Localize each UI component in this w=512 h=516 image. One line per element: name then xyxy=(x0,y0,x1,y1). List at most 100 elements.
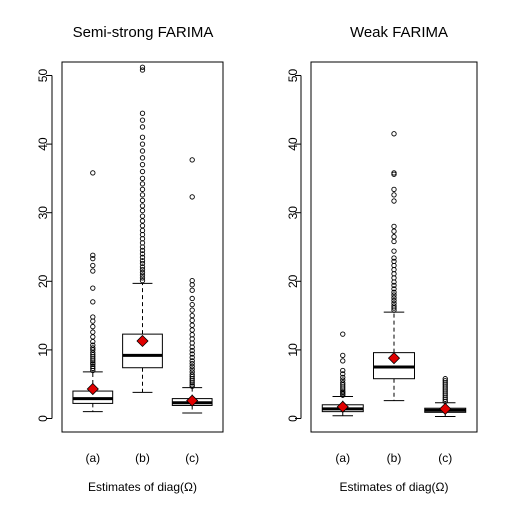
outlier-point xyxy=(139,254,146,260)
y-tick-label: 10 xyxy=(286,343,300,357)
outlier-point xyxy=(189,322,195,328)
outlier-point xyxy=(189,307,195,313)
outlier-point xyxy=(391,238,397,245)
outlier-point xyxy=(139,64,146,70)
outlier-point xyxy=(391,186,397,193)
outlier-point xyxy=(340,331,346,337)
outlier-point xyxy=(391,198,397,204)
outlier-point xyxy=(391,234,397,240)
outlier-point xyxy=(189,301,195,308)
outlier-point xyxy=(340,371,346,377)
outlier-point xyxy=(90,363,96,370)
outlier-point xyxy=(139,162,146,168)
outlier-point xyxy=(340,358,346,364)
outlier-point xyxy=(90,262,96,269)
mean-marker xyxy=(186,394,199,407)
outlier-point xyxy=(189,371,195,378)
outlier-point xyxy=(139,269,146,276)
outlier-point xyxy=(90,342,96,348)
x-tick-label: (b) xyxy=(135,451,150,465)
mean-marker xyxy=(387,352,401,365)
outlier-point xyxy=(442,376,448,382)
outlier-point xyxy=(391,282,397,289)
outlier-point xyxy=(391,292,397,298)
mean-marker xyxy=(336,400,349,413)
x-tick-label: (c) xyxy=(185,451,199,465)
outlier-point xyxy=(391,248,397,254)
outlier-point xyxy=(139,148,146,154)
outlier-point xyxy=(139,141,146,147)
outlier-point xyxy=(189,347,195,354)
box-2 xyxy=(122,64,163,393)
outlier-point xyxy=(189,366,195,372)
outlier-point xyxy=(189,157,195,163)
outlier-point xyxy=(340,374,346,380)
outlier-point xyxy=(340,380,346,386)
box-3 xyxy=(424,376,467,417)
outlier-point xyxy=(139,175,146,182)
outlier-point xyxy=(139,197,146,204)
y-tick-label: 20 xyxy=(286,274,300,288)
outlier-point xyxy=(391,258,397,265)
outlier-point xyxy=(90,252,96,258)
outlier-point xyxy=(189,317,195,324)
outlier-point xyxy=(391,300,397,306)
plot-frame xyxy=(310,61,478,433)
outlier-point xyxy=(139,186,146,193)
x-tick-label: (a) xyxy=(335,451,350,465)
outlier-point xyxy=(391,286,397,292)
outlier-point xyxy=(189,358,195,364)
chart-title: Semi-strong FARIMA xyxy=(73,24,214,41)
outlier-point xyxy=(391,303,397,309)
mean-marker xyxy=(86,382,99,396)
y-tick-label: 20 xyxy=(36,274,50,288)
outlier-point xyxy=(139,67,146,73)
outlier-point xyxy=(189,287,195,293)
outlier-point xyxy=(189,369,195,375)
box-1 xyxy=(321,331,364,417)
outlier-point xyxy=(340,367,346,374)
y-tick-label: 30 xyxy=(36,206,50,220)
outlier-point xyxy=(90,256,96,262)
outlier-point xyxy=(139,251,146,257)
y-tick-label: 0 xyxy=(36,415,50,422)
y-tick-label: 30 xyxy=(286,206,300,220)
outlier-point xyxy=(139,258,146,264)
y-tick-label: 50 xyxy=(36,69,50,83)
outlier-point xyxy=(189,363,195,370)
y-tick-label: 50 xyxy=(286,69,300,83)
outlier-point xyxy=(139,223,146,229)
outlier-point xyxy=(189,295,195,302)
outlier-point xyxy=(90,345,96,351)
outlier-point xyxy=(90,323,96,330)
mean-marker xyxy=(439,402,452,415)
outlier-point xyxy=(90,329,96,335)
outlier-point xyxy=(139,168,146,175)
outlier-point xyxy=(189,351,195,357)
outlier-point xyxy=(139,275,146,281)
outlier-point xyxy=(139,277,146,284)
outlier-point xyxy=(391,228,397,234)
outlier-point xyxy=(139,192,146,198)
outlier-point xyxy=(189,327,195,333)
box-1 xyxy=(72,170,114,413)
outlier-point xyxy=(90,285,96,291)
outlier-point xyxy=(189,354,195,361)
outlier-point xyxy=(90,268,96,274)
outlier-point xyxy=(90,170,96,176)
outlier-point xyxy=(189,360,195,367)
outlier-point xyxy=(189,277,195,284)
outlier-point xyxy=(340,377,346,383)
y-tick-label: 40 xyxy=(36,137,50,151)
x-axis-label: Estimates of diag(Ω) xyxy=(88,480,197,494)
outlier-point xyxy=(139,247,146,254)
outlier-point xyxy=(139,124,146,130)
outlier-point xyxy=(139,207,146,214)
y-tick-label: 0 xyxy=(286,415,300,422)
mean-marker xyxy=(136,334,149,348)
outlier-point xyxy=(139,181,146,187)
outlier-point xyxy=(139,266,146,273)
outlier-point xyxy=(139,110,146,116)
x-tick-label: (a) xyxy=(85,451,100,465)
